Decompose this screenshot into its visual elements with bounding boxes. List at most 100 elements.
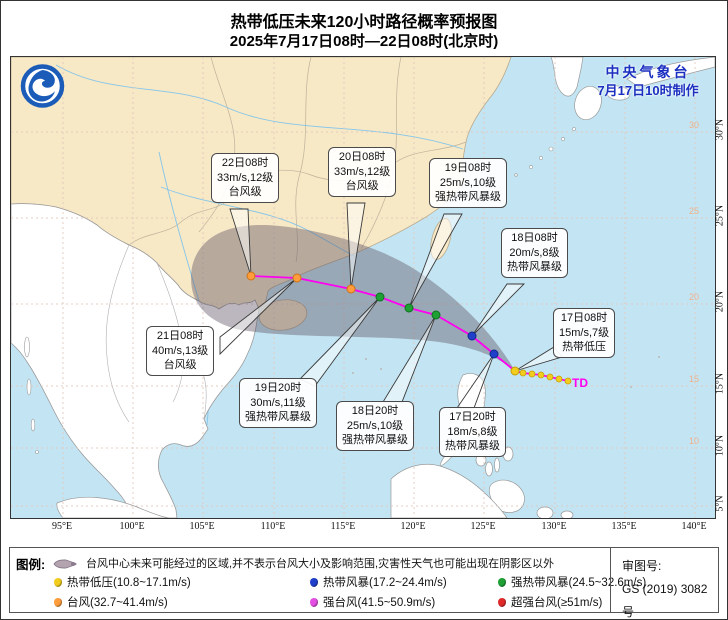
callout-category: 热带低压 — [562, 341, 607, 354]
callout-wind: 33m/s,12级 — [334, 165, 391, 178]
callout-time: 18日20时 — [351, 405, 399, 417]
legend-item-label: 热带低压(10.8~17.1m/s) — [67, 577, 191, 589]
lon-tick: 95°E — [51, 521, 73, 532]
lon-tick: 105°E — [189, 521, 215, 532]
lon-tick: 140°E — [681, 521, 707, 532]
ryukyu-islands — [514, 127, 576, 177]
legend-item-super-typhoon: 超强台风(≥51m/s) — [498, 594, 602, 610]
callout-21d08: 21日08时 40m/s,13级 台风级 — [146, 326, 215, 376]
scattered-islets — [352, 356, 660, 388]
callout-category: 强热带风暴级 — [342, 434, 408, 447]
callout-wind: 15m/s,7级 — [559, 326, 610, 339]
sumatra-island — [56, 496, 170, 518]
cone-icon — [52, 557, 78, 575]
lon-tick: 115°E — [330, 521, 356, 532]
forecast-dot-21d08 — [292, 273, 302, 283]
svg-text:20: 20 — [689, 292, 699, 302]
lon-tick: 125°E — [470, 521, 496, 532]
callout-category: 热带风暴级 — [507, 261, 562, 274]
observed-track-dots — [519, 369, 572, 385]
legend-item-severe-tropical-storm: 强热带风暴(24.5~32.6m/s) — [498, 574, 646, 590]
page-subtitle: 2025年7月17日08时—22日08时(北京时) — [229, 33, 499, 50]
callout-19d20: 19日20时 30m/s,11级 强热带风暴级 — [239, 378, 317, 428]
lon-tick: 135°E — [611, 521, 637, 532]
callout-leaders — [219, 202, 563, 409]
forecast-dot-19d08 — [404, 303, 414, 313]
hainan-island — [258, 299, 308, 331]
callout-time: 19日20时 — [254, 382, 302, 394]
typhoon-dot-icon — [54, 597, 62, 607]
lon-tick: 120°E — [400, 521, 426, 532]
borneo-island — [390, 464, 508, 518]
callout-time: 17日08时 — [560, 312, 608, 324]
callout-18d08: 18日08时 20m/s,8级 热带风暴级 — [501, 228, 568, 278]
callout-19d08: 19日08时 25m/s,10级 强热带风暴级 — [429, 158, 507, 208]
svg-text:30: 30 — [689, 120, 699, 130]
callout-18d20: 18日20时 25m/s,10级 强热带风暴级 — [336, 401, 414, 451]
lat-tick: 5°N — [714, 495, 726, 512]
legend-item-label: 强台风(41.5~50.9m/s) — [323, 597, 436, 609]
tropical-depression-dot-icon — [54, 577, 62, 587]
callout-category: 强热带风暴级 — [435, 191, 501, 204]
lat-tick: 15°N — [714, 372, 726, 395]
probability-cone — [191, 224, 515, 371]
callout-wind: 33m/s,12级 — [217, 171, 274, 184]
td-marker-label: TD — [572, 376, 588, 390]
legend-item-tropical-depression: 热带低压(10.8~17.1m/s) — [54, 574, 191, 590]
agency-watermark: 中央气象台 7月17日10时制作 — [579, 63, 717, 99]
callout-wind: 18m/s,8级 — [447, 425, 498, 438]
callout-17d20: 17日20时 18m/s,8级 热带风暴级 — [439, 407, 506, 457]
callout-category: 强热带风暴级 — [245, 411, 311, 424]
forecast-dot-22d08 — [246, 271, 256, 281]
indochina-landmass — [11, 203, 260, 518]
tropical-storm-dot-icon — [310, 577, 318, 587]
svg-text:10: 10 — [689, 436, 699, 446]
andaman-islands — [24, 336, 39, 454]
inner-lat-labels: 30 25 20 15 10 — [689, 120, 699, 446]
callout-17d08: 17日08时 15m/s,7级 热带低压 — [553, 308, 616, 358]
legend-item-label: 强热带风暴(24.5~32.6m/s) — [511, 577, 647, 589]
forecast-dot-18d08 — [467, 331, 477, 341]
legend-divider — [610, 548, 611, 612]
agency-issue-time: 7月17日10时制作 — [597, 82, 699, 98]
callout-time: 20日08时 — [338, 151, 386, 163]
current-position-dot — [510, 366, 520, 376]
svg-text:25: 25 — [689, 206, 699, 216]
lat-tick: 10°N — [714, 434, 726, 457]
map-license: 审图号: GS (2019) 3082号 — [622, 555, 718, 619]
callout-time: 17日20时 — [449, 411, 496, 423]
lon-tick: 130°E — [541, 521, 567, 532]
callout-22d08: 22日08时 33m/s,12级 台风级 — [211, 153, 280, 203]
lon-tick: 110°E — [260, 521, 286, 532]
lat-tick: 20°N — [714, 290, 726, 313]
callout-wind: 40m/s,13级 — [152, 344, 209, 357]
legend-heading: 图例: — [16, 558, 46, 572]
legend-cone-note: 台风中心未来可能经过的区域,并不表示台风大小及影响范围,灾害性天气也可能出现在阴… — [86, 558, 555, 570]
legend-item-label: 台风(32.7~41.4m/s) — [67, 597, 168, 609]
callout-category: 台风级 — [345, 180, 379, 193]
graticule — [11, 57, 715, 518]
callout-time: 21日08时 — [156, 330, 204, 342]
sulawesi-islands — [536, 506, 574, 518]
callout-time: 22日08时 — [221, 157, 269, 169]
severe-typhoon-dot-icon — [310, 597, 318, 607]
license-label: 审图号: — [622, 559, 662, 573]
callout-wind: 25m/s,10级 — [346, 419, 404, 432]
callout-time: 18日08时 — [511, 232, 558, 244]
forecast-dot-17d20 — [489, 349, 499, 359]
callout-wind: 30m/s,11级 — [250, 396, 306, 409]
legend-item-tropical-storm: 热带风暴(17.2~24.4m/s) — [310, 574, 447, 590]
callout-20d08: 20日08时 33m/s,12级 台风级 — [328, 147, 397, 197]
callout-wind: 20m/s,8级 — [509, 246, 560, 259]
japan-islands — [574, 57, 715, 121]
legend-item-typhoon: 台风(32.7~41.4m/s) — [54, 594, 168, 610]
legend-item-label: 超强台风(≥51m/s) — [511, 597, 603, 609]
legend-item-severe-typhoon: 强台风(41.5~50.9m/s) — [310, 594, 435, 610]
legend-item-label: 热带风暴(17.2~24.4m/s) — [323, 577, 447, 589]
forecast-dot-19d20 — [375, 292, 385, 302]
callout-category: 台风级 — [228, 186, 262, 199]
legend-box: 图例: 台风中心未来可能经过的区域,并不表示台风大小及影响范围,灾害性天气也可能… — [9, 547, 719, 619]
agency-name: 中央气象台 — [605, 64, 691, 80]
korea-peninsula — [550, 57, 584, 97]
